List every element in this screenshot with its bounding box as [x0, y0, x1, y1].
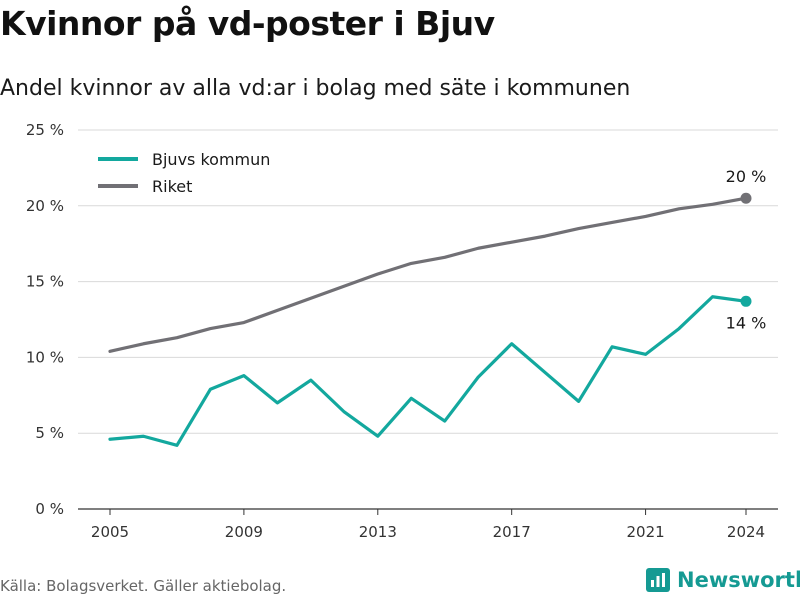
source-note: Källa: Bolagsverket. Gäller aktiebolag.: [0, 577, 287, 595]
y-tick-label: 10 %: [26, 348, 64, 366]
x-tick-label: 2009: [225, 523, 263, 541]
brand-name: Newsworthy: [677, 568, 800, 592]
legend-label-bjuv: Bjuvs kommun: [152, 150, 270, 169]
end-label-bjuv: 14 %: [726, 313, 767, 332]
x-tick-label: 2021: [626, 523, 664, 541]
x-tick-label: 2024: [727, 523, 765, 541]
series-end-point-riket: [740, 192, 752, 204]
legend-label-riket: Riket: [152, 177, 192, 196]
x-tick-label: 2005: [91, 523, 129, 541]
y-tick-label: 25 %: [26, 121, 64, 139]
chart-subtitle: Andel kvinnor av alla vd:ar i bolag med …: [0, 76, 631, 101]
brand-logo[interactable]: Newsworthy: [646, 568, 800, 592]
series-line-bjuv: [108, 295, 748, 447]
y-tick-label: 5 %: [35, 424, 64, 442]
newsworthy-logo-icon: [646, 568, 670, 592]
chart-title: Kvinnor på vd-poster i Bjuv: [0, 4, 495, 43]
end-label-riket: 20 %: [726, 167, 767, 186]
y-tick-label: 0 %: [35, 500, 64, 518]
x-tick-label: 2017: [493, 523, 531, 541]
y-tick-label: 20 %: [26, 197, 64, 215]
x-tick-label: 2013: [359, 523, 397, 541]
series-end-point-bjuv: [740, 295, 752, 307]
series-line-riket: [108, 196, 748, 353]
y-tick-label: 15 %: [26, 273, 64, 291]
